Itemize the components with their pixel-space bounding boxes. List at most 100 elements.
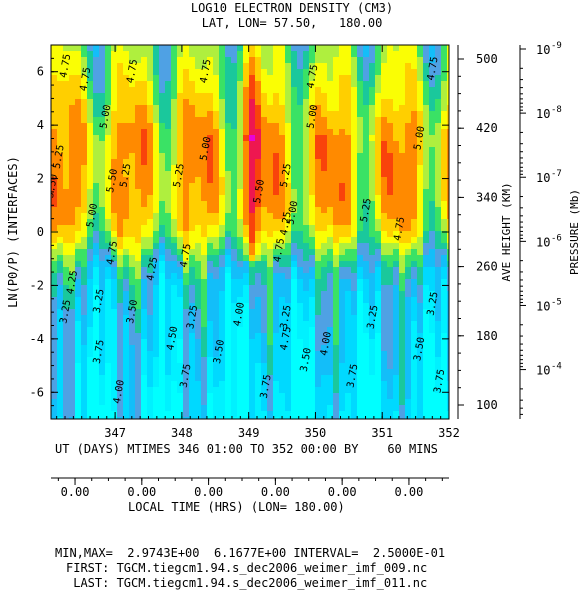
heat-cell [51, 243, 58, 250]
heat-cell [189, 93, 196, 100]
heat-cell [213, 333, 220, 340]
heat-cell [411, 87, 418, 94]
heat-cell [219, 303, 226, 310]
heat-cell [117, 411, 124, 418]
heat-cell [285, 87, 292, 94]
heat-cell [111, 315, 118, 322]
heat-cell [111, 351, 118, 358]
heat-cell [339, 351, 346, 358]
heat-cell [231, 183, 238, 190]
heat-cell [345, 51, 352, 58]
heat-cell [375, 267, 382, 274]
heat-cell [171, 285, 178, 292]
heat-cell [63, 339, 70, 346]
heat-cell [255, 399, 262, 406]
heat-cell [87, 261, 94, 268]
heat-cell [135, 291, 142, 298]
heat-cell [435, 243, 442, 250]
heat-cell [309, 333, 316, 340]
heat-cell [279, 273, 286, 280]
heat-cell [285, 129, 292, 136]
heat-cell [435, 333, 442, 340]
heat-cell [327, 399, 334, 406]
heat-cell [369, 267, 376, 274]
heat-cell [93, 183, 100, 190]
heat-cell [303, 279, 310, 286]
heat-cell [63, 117, 70, 124]
heat-cell [309, 243, 316, 250]
heat-cell [123, 405, 130, 412]
heat-cell [147, 171, 154, 178]
heat-cell [303, 231, 310, 238]
heat-cell [147, 51, 154, 58]
heat-cell [351, 339, 358, 346]
heat-cell [213, 357, 220, 364]
heat-cell [123, 273, 130, 280]
heat-cell [165, 225, 172, 232]
heat-cell [159, 135, 166, 142]
heat-cell [219, 243, 226, 250]
heat-cell [309, 123, 316, 130]
heat-cell [381, 81, 388, 88]
heat-cell [219, 105, 226, 112]
heat-cell [93, 207, 100, 214]
heat-cell [141, 321, 148, 328]
heat-cell [171, 93, 178, 100]
heat-cell [297, 333, 304, 340]
heat-cell [333, 321, 340, 328]
heat-cell [183, 111, 190, 118]
heat-cell [309, 219, 316, 226]
heat-cell [81, 327, 88, 334]
heat-cell [237, 165, 244, 172]
heat-cell [405, 123, 412, 130]
heat-cell [189, 273, 196, 280]
heat-cell [51, 57, 58, 64]
heat-cell [417, 195, 424, 202]
heat-cell [405, 381, 412, 388]
heat-cell [363, 189, 370, 196]
heat-cell [57, 249, 64, 256]
heat-cell [117, 285, 124, 292]
heat-cell [237, 291, 244, 298]
heat-cell [117, 351, 124, 358]
heat-cell [297, 327, 304, 334]
heat-cell [441, 189, 448, 196]
heat-cell [339, 273, 346, 280]
heat-cell [261, 63, 268, 70]
heat-cell [333, 369, 340, 376]
heat-cell [63, 141, 70, 148]
heat-cell [243, 207, 250, 214]
heat-cell [429, 273, 436, 280]
heat-cell [357, 387, 364, 394]
heat-cell [105, 237, 112, 244]
heat-cell [93, 195, 100, 202]
contour-label: 5.00 [199, 136, 214, 162]
heat-cell [357, 243, 364, 250]
heat-cell [249, 51, 256, 58]
heat-cell [57, 315, 64, 322]
heat-cell [195, 219, 202, 226]
heat-cell [327, 111, 334, 118]
heat-cell [87, 147, 94, 154]
heat-cell [333, 153, 340, 160]
heat-cell [279, 309, 286, 316]
heat-cell [201, 219, 208, 226]
heat-cell [309, 195, 316, 202]
heat-cell [291, 147, 298, 154]
heat-cell [351, 171, 358, 178]
heat-cell [123, 417, 130, 419]
heat-cell [51, 345, 58, 352]
heat-cell [321, 291, 328, 298]
heat-cell [435, 285, 442, 292]
heat-cell [249, 261, 256, 268]
heat-cell [75, 93, 82, 100]
heat-cell [321, 153, 328, 160]
heat-cell [201, 411, 208, 418]
heat-cell [195, 183, 202, 190]
heat-cell [243, 315, 250, 322]
heat-cell [153, 183, 160, 190]
heat-cell [297, 405, 304, 412]
heat-cell [291, 345, 298, 352]
heat-cell [267, 417, 274, 419]
heat-cell [99, 327, 106, 334]
